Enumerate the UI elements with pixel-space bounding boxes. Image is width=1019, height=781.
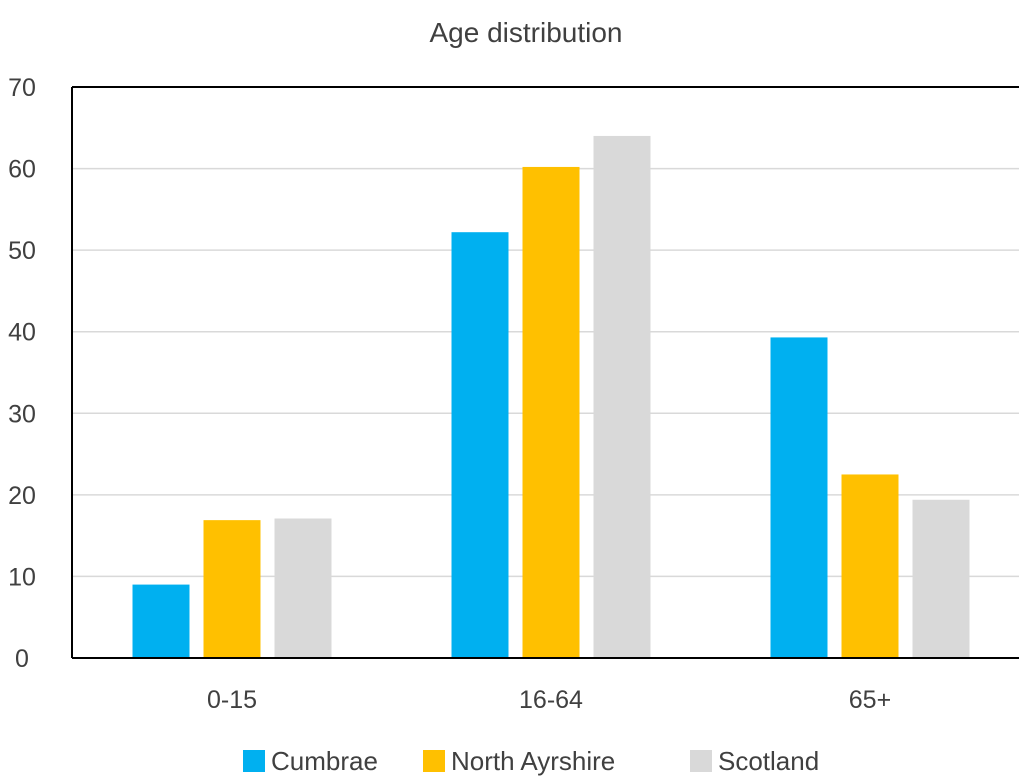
bar-scotland-0-15 xyxy=(274,518,332,658)
y-tick-labels: 0 10 20 30 40 50 60 70 xyxy=(8,74,36,673)
legend: Cumbrae North Ayrshire Scotland xyxy=(243,746,819,776)
legend-swatch-cumbrae xyxy=(243,750,265,772)
bar-scotland-65+ xyxy=(912,499,970,658)
legend-swatch-north-ayrshire xyxy=(423,750,445,772)
legend-label-scotland: Scotland xyxy=(718,746,819,776)
bar-north-ayrshire-0-15 xyxy=(203,520,261,658)
bar-cumbrae-65+ xyxy=(770,337,828,658)
y-tick-label-60: 60 xyxy=(8,156,36,184)
bar-scotland-16-64 xyxy=(593,135,651,658)
y-tick-label-10: 10 xyxy=(8,563,36,591)
y-tick-label-40: 40 xyxy=(8,319,36,347)
y-tick-label-30: 30 xyxy=(8,400,36,428)
bar-cumbrae-16-64 xyxy=(451,232,509,658)
x-tick-label-16-64: 16-64 xyxy=(519,686,583,714)
bars xyxy=(132,135,970,658)
x-tick-labels: 0-15 16-64 65+ xyxy=(207,686,891,714)
legend-label-cumbrae: Cumbrae xyxy=(271,746,378,776)
chart-title: Age distribution xyxy=(429,17,622,48)
y-tick-label-50: 50 xyxy=(8,237,36,265)
legend-label-north-ayrshire: North Ayrshire xyxy=(451,746,615,776)
bar-north-ayrshire-16-64 xyxy=(522,166,580,658)
x-tick-label-65+: 65+ xyxy=(849,686,891,714)
bar-cumbrae-0-15 xyxy=(132,584,190,658)
legend-swatch-scotland xyxy=(690,750,712,772)
y-tick-label-70: 70 xyxy=(8,74,36,102)
axes xyxy=(71,86,1019,659)
bar-north-ayrshire-65+ xyxy=(841,474,899,658)
x-tick-label-0-15: 0-15 xyxy=(207,686,257,714)
y-tick-label-0: 0 xyxy=(15,645,29,673)
y-tick-label-20: 20 xyxy=(8,482,36,510)
